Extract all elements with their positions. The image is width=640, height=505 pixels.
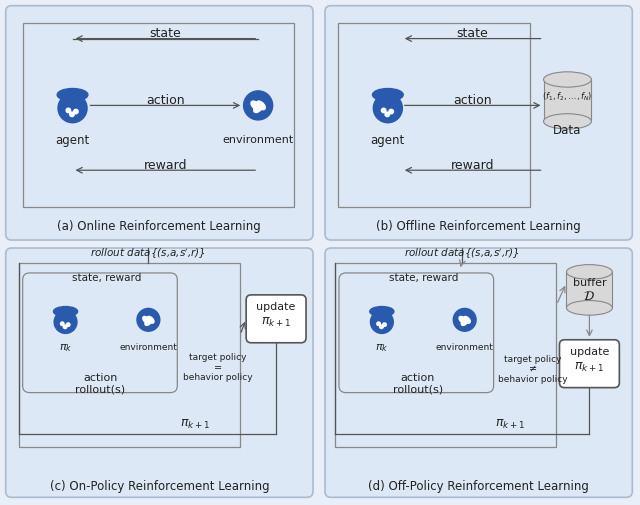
FancyBboxPatch shape [339, 273, 493, 392]
Circle shape [61, 322, 64, 326]
Circle shape [371, 311, 394, 333]
FancyBboxPatch shape [6, 6, 313, 240]
Ellipse shape [143, 317, 150, 323]
Text: action: action [401, 373, 435, 383]
Text: $\pi_{k+1}$: $\pi_{k+1}$ [574, 361, 604, 374]
Text: rollout data{($s$,$a$,$s^{\prime}$,$r$)}: rollout data{($s$,$a$,$s^{\prime}$,$r$)} [90, 247, 206, 261]
Text: $\pi_{k+1}$: $\pi_{k+1}$ [261, 316, 291, 329]
Circle shape [74, 109, 78, 114]
Circle shape [54, 311, 77, 333]
FancyBboxPatch shape [22, 273, 177, 392]
Circle shape [385, 112, 390, 117]
Ellipse shape [543, 72, 591, 87]
Circle shape [58, 94, 87, 123]
Ellipse shape [57, 88, 88, 101]
Text: reward: reward [451, 159, 495, 172]
Circle shape [389, 109, 394, 114]
Bar [338, 23, 529, 207]
Circle shape [63, 325, 67, 329]
Text: update: update [257, 302, 296, 312]
Text: $(f_1, f_2,\ldots,f_N)$: $(f_1, f_2,\ldots,f_N)$ [542, 90, 593, 103]
Text: state, reward: state, reward [388, 273, 458, 283]
Bar [566, 272, 612, 308]
Ellipse shape [54, 307, 77, 317]
Text: environment: environment [120, 343, 177, 352]
Circle shape [70, 112, 74, 117]
Ellipse shape [372, 88, 403, 101]
Ellipse shape [461, 319, 468, 325]
Ellipse shape [254, 104, 262, 113]
Ellipse shape [459, 317, 466, 323]
Circle shape [67, 323, 70, 326]
Text: agent: agent [371, 134, 405, 147]
Text: rollout(s): rollout(s) [393, 385, 443, 394]
Ellipse shape [566, 300, 612, 315]
FancyBboxPatch shape [559, 340, 620, 388]
Bar [335, 263, 557, 447]
Text: (d) Off-Policy Reinforcement Learning: (d) Off-Policy Reinforcement Learning [368, 480, 589, 493]
Text: $\pi_k$: $\pi_k$ [375, 342, 388, 354]
Circle shape [380, 325, 383, 329]
FancyBboxPatch shape [246, 295, 306, 343]
Text: state: state [457, 27, 488, 40]
FancyBboxPatch shape [6, 248, 313, 497]
Text: rollout data{($s$,$a$,$s^{\prime}$,$r$)}: rollout data{($s$,$a$,$s^{\prime}$,$r$)} [404, 247, 520, 261]
Text: state, reward: state, reward [72, 273, 141, 283]
Text: =: = [214, 363, 222, 373]
Ellipse shape [566, 265, 612, 279]
Text: $\pi_{k+1}$: $\pi_{k+1}$ [180, 418, 211, 431]
Text: Data: Data [553, 124, 582, 137]
Text: target policy: target policy [504, 355, 561, 364]
Text: $\mathcal{D}$: $\mathcal{D}$ [584, 290, 595, 304]
Ellipse shape [543, 114, 591, 129]
Circle shape [453, 309, 476, 331]
Text: state: state [150, 27, 181, 40]
FancyBboxPatch shape [325, 248, 632, 497]
Bar [19, 263, 240, 447]
Text: $\pi_{k+1}$: $\pi_{k+1}$ [495, 418, 525, 431]
Circle shape [66, 108, 70, 113]
Text: behavior policy: behavior policy [498, 375, 567, 384]
Text: behavior policy: behavior policy [184, 373, 253, 382]
Ellipse shape [370, 307, 394, 317]
Text: action: action [146, 94, 185, 107]
Circle shape [377, 322, 380, 326]
Circle shape [383, 323, 387, 326]
Text: environment: environment [436, 343, 493, 352]
Circle shape [373, 94, 403, 123]
Circle shape [137, 309, 160, 331]
Text: buffer: buffer [573, 278, 606, 288]
Text: $\pi_k$: $\pi_k$ [59, 342, 72, 354]
Bar [22, 23, 294, 207]
Text: environment: environment [223, 135, 294, 145]
Circle shape [381, 108, 386, 113]
Bar [543, 79, 591, 121]
Ellipse shape [463, 317, 470, 323]
Text: (a) Online Reinforcement Learning: (a) Online Reinforcement Learning [58, 220, 261, 233]
Text: (c) On-Policy Reinforcement Learning: (c) On-Policy Reinforcement Learning [49, 480, 269, 493]
Text: action: action [453, 94, 492, 107]
Text: agent: agent [56, 134, 90, 147]
Ellipse shape [145, 319, 152, 325]
FancyBboxPatch shape [325, 6, 632, 240]
Text: update: update [570, 347, 609, 357]
Ellipse shape [147, 317, 154, 323]
Ellipse shape [257, 101, 265, 110]
Text: rollout(s): rollout(s) [76, 385, 125, 394]
Ellipse shape [251, 101, 260, 110]
Text: target policy: target policy [189, 353, 247, 362]
Text: action: action [83, 373, 118, 383]
Text: reward: reward [143, 159, 187, 172]
Text: (b) Offline Reinforcement Learning: (b) Offline Reinforcement Learning [376, 220, 581, 233]
Circle shape [244, 91, 273, 120]
Text: $\neq$: $\neq$ [527, 365, 538, 375]
